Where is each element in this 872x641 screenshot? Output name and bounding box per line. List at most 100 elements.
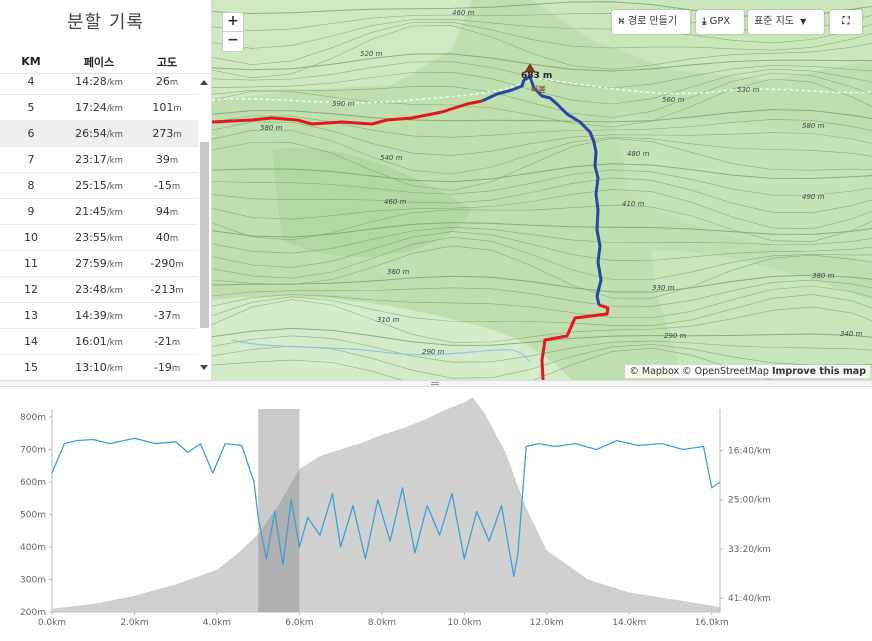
elevation-area — [52, 397, 720, 612]
scroll-up-icon[interactable] — [200, 80, 208, 85]
chevron-down-icon: ▼ — [800, 17, 807, 26]
split-row[interactable]: 15 13:10/km -19m — [0, 355, 198, 380]
split-km: 6 — [27, 127, 35, 140]
contour-line — [212, 169, 872, 196]
contour-line — [212, 115, 872, 138]
split-row[interactable]: 11 27:59/km -290m — [0, 251, 198, 277]
split-km: 5 — [27, 101, 35, 114]
contour-line — [212, 130, 872, 175]
contour-line — [212, 274, 872, 293]
panel-resize-handle[interactable] — [0, 380, 872, 387]
split-pace-unit: /km — [106, 156, 123, 166]
split-pace: 14:28/km — [62, 75, 136, 88]
contour-line — [212, 279, 872, 307]
split-km: 7 — [27, 153, 35, 166]
x-tick: 8.0km — [368, 618, 396, 628]
y-left-tick: 400m — [20, 543, 46, 553]
peak-elevation-label: 683 m — [521, 71, 553, 81]
split-elev-value: -290 — [150, 257, 176, 270]
elevation-pace-chart[interactable]: 800m 700m 600m 500m 400m 300m 200m 16:40/km 25:0… — [0, 387, 872, 641]
split-pace: 23:55/km — [62, 231, 136, 244]
splits-list: 4 14:28/km 26m 5 17:24/km 101m 6 26:54/km 273m 7 2… — [0, 69, 198, 380]
fullscreen-button[interactable]: ⛶ — [830, 10, 862, 34]
map-type-label: 표준 지도 — [754, 16, 794, 27]
route-builder-label: 경로 만들기 — [627, 16, 678, 27]
scroll-thumb[interactable] — [200, 142, 209, 328]
split-elev-value: -19 — [153, 361, 172, 374]
fullscreen-icon: ⛶ — [842, 16, 850, 27]
splits-scrollbar[interactable] — [199, 74, 209, 378]
split-pace-unit: /km — [106, 364, 123, 374]
split-elev: -15m — [136, 179, 198, 192]
map-type-dropdown[interactable]: 표준 지도 ▼ — [748, 10, 824, 34]
split-row[interactable]: 14 16:01/km -21m — [0, 329, 198, 355]
contour-label: 410 m — [622, 200, 645, 208]
contour-line — [212, 204, 872, 243]
zoom-out-button[interactable]: − — [222, 32, 244, 52]
x-tick: 16.0km — [695, 618, 729, 628]
contour-label: 560 m — [662, 96, 685, 104]
contour-line — [212, 53, 872, 72]
split-elev-unit: m — [169, 234, 179, 244]
split-pace-unit: /km — [106, 234, 123, 244]
split-pace: 27:59/km — [62, 257, 136, 270]
contour-label: 480 m — [627, 150, 650, 158]
contour-line — [212, 163, 872, 183]
contour-line — [212, 109, 872, 123]
split-km: 14 — [24, 335, 38, 348]
contour-line — [212, 189, 872, 230]
split-pace-value: 26:54 — [75, 127, 107, 140]
split-row[interactable]: 9 21:45/km 94m — [0, 199, 198, 225]
contour-label: 540 m — [380, 154, 403, 162]
split-row[interactable]: 8 25:15/km -15m — [0, 173, 198, 199]
split-row[interactable]: 5 17:24/km 101m — [0, 95, 198, 121]
improve-map-link[interactable]: Improve this map — [771, 366, 866, 377]
split-elev: 94m — [136, 205, 198, 218]
split-row[interactable]: 7 23:17/km 39m — [0, 147, 198, 173]
route-builder-button[interactable]: ⛕ 경로 만들기 — [612, 10, 690, 34]
split-elev: -290m — [136, 257, 198, 270]
attribution-text[interactable]: © Mapbox © OpenStreetMap — [629, 366, 769, 377]
split-row[interactable]: 13 14:39/km -37m — [0, 303, 198, 329]
scroll-down-icon[interactable] — [200, 365, 208, 370]
split-elev-unit: m — [169, 208, 179, 218]
split-pace-unit: /km — [106, 130, 123, 140]
contour-label: 580 m — [260, 124, 283, 132]
split-elev-value: 39 — [155, 153, 170, 166]
split-row[interactable]: 10 23:55/km 40m — [0, 225, 198, 251]
split-elev-unit: m — [173, 130, 182, 140]
split-pace-value: 25:15 — [75, 179, 107, 192]
split-pace-value: 27:59 — [75, 257, 107, 270]
x-tick: 2.0km — [120, 618, 148, 628]
split-pace: 23:48/km — [62, 283, 136, 296]
map-view[interactable]: 683 m 비봉 460 m 520 m 590 m 580 m 560 m 5… — [212, 0, 872, 380]
x-tick: 12.0km — [530, 618, 564, 628]
split-row[interactable]: 4 14:28/km 26m — [0, 69, 198, 95]
y-right-tick: 33:20/km — [728, 545, 771, 555]
contour-line — [212, 25, 872, 79]
contour-label: 330 m — [652, 284, 675, 292]
zoom-in-button[interactable]: + — [222, 12, 244, 32]
contour-label: 380 m — [387, 268, 410, 276]
split-km: 11 — [24, 257, 38, 270]
split-row[interactable]: 12 23:48/km -213m — [0, 277, 198, 303]
header-km: KM — [21, 55, 41, 68]
contour-line — [212, 335, 872, 363]
split-pace-unit: /km — [106, 312, 123, 322]
y-left-tick: 300m — [20, 576, 46, 586]
contour-label: 590 m — [332, 100, 355, 108]
split-row[interactable]: 6 26:54/km 273m — [0, 121, 198, 147]
download-icon: ⤓ — [702, 16, 707, 27]
contour-label: 520 m — [360, 50, 383, 58]
y-right-tick: 16:40/km — [728, 446, 771, 456]
contour-line — [212, 327, 872, 346]
split-elev-unit: m — [171, 364, 181, 374]
split-pace-unit: /km — [106, 104, 123, 114]
split-pace-value: 21:45 — [75, 205, 107, 218]
split-elev-unit: m — [175, 260, 184, 270]
split-elev: -213m — [136, 283, 198, 296]
gpx-download-button[interactable]: ⤓ GPX — [696, 10, 744, 34]
split-elev: -19m — [136, 361, 198, 374]
split-pace: 17:24/km — [62, 101, 136, 114]
contour-line — [212, 285, 872, 319]
